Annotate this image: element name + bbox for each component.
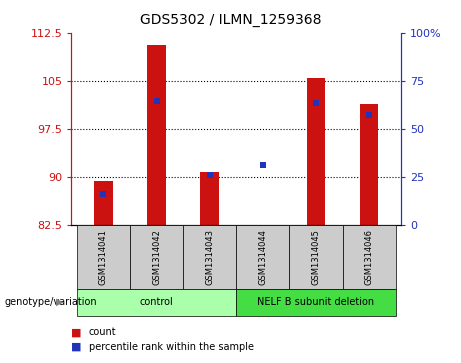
Bar <box>94 182 112 225</box>
Bar <box>360 105 378 225</box>
Text: control: control <box>140 297 173 307</box>
Bar <box>183 225 236 289</box>
Bar <box>130 225 183 289</box>
Text: ▶: ▶ <box>56 297 64 307</box>
Text: NELF B subunit deletion: NELF B subunit deletion <box>257 297 375 307</box>
Text: GDS5302 / ILMN_1259368: GDS5302 / ILMN_1259368 <box>140 13 321 27</box>
Text: GSM1314043: GSM1314043 <box>205 229 214 285</box>
Text: count: count <box>89 327 117 337</box>
Bar <box>147 45 166 225</box>
Bar <box>236 225 290 289</box>
Bar <box>307 78 325 225</box>
Text: ■: ■ <box>71 327 82 337</box>
Bar <box>343 225 396 289</box>
Text: GSM1314042: GSM1314042 <box>152 229 161 285</box>
Bar <box>77 225 130 289</box>
Bar <box>236 289 396 316</box>
Text: GSM1314045: GSM1314045 <box>312 229 320 285</box>
Text: genotype/variation: genotype/variation <box>5 297 97 307</box>
Text: GSM1314046: GSM1314046 <box>365 229 374 285</box>
Text: GSM1314041: GSM1314041 <box>99 229 108 285</box>
Bar <box>290 225 343 289</box>
Text: percentile rank within the sample: percentile rank within the sample <box>89 342 254 352</box>
Bar <box>77 289 236 316</box>
Text: GSM1314044: GSM1314044 <box>258 229 267 285</box>
Bar <box>201 172 219 225</box>
Text: ■: ■ <box>71 342 82 352</box>
